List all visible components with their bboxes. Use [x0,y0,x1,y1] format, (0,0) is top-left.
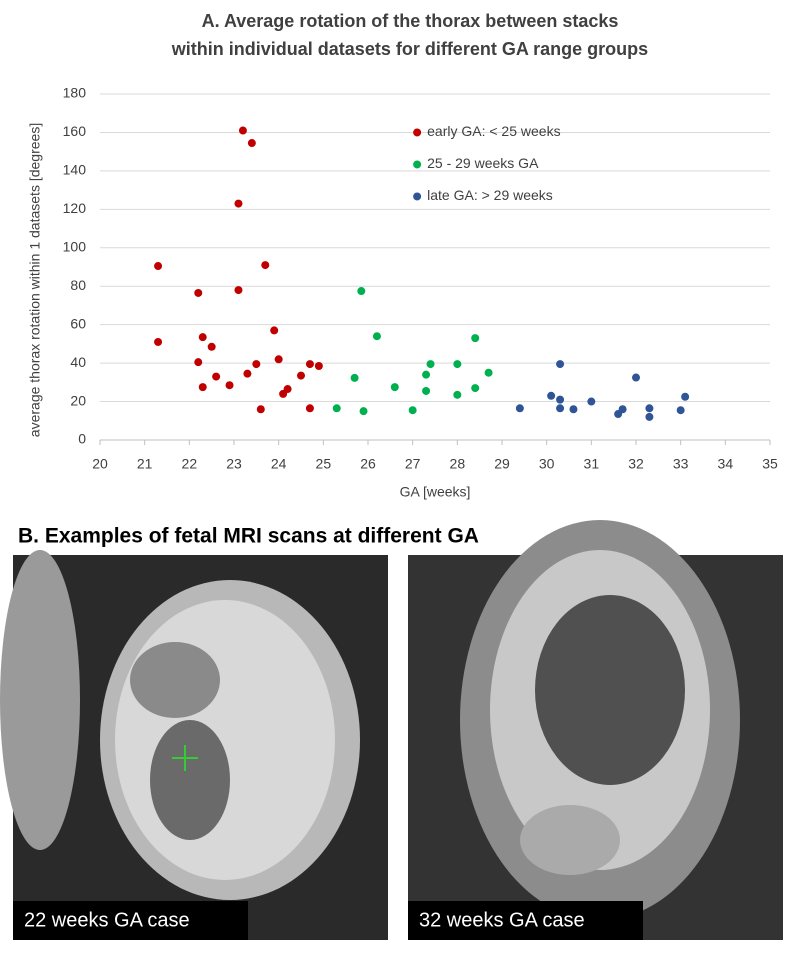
scatter-point [587,397,596,406]
scatter-point [305,360,314,369]
y-tick-label: 180 [63,85,87,101]
x-tick-label: 23 [226,456,242,472]
panel-title: B. Examples of fetal MRI scans at differ… [18,525,479,548]
scatter-point [279,389,288,398]
scatter-point [194,358,203,367]
scatter-point [207,342,216,351]
mri-image [0,550,388,940]
scatter-point [234,199,243,208]
scatter-point [453,390,462,399]
x-tick-label: 26 [360,456,376,472]
scatter-point [556,404,565,413]
x-tick-label: 30 [539,456,555,472]
scatter-point [194,288,203,297]
x-tick-label: 25 [316,456,332,472]
scatter-point [426,360,435,369]
scatter-point [359,407,368,416]
chart-title: A. Average rotation of the thorax betwee… [202,11,619,31]
scatter-point [154,337,163,346]
y-tick-label: 60 [70,315,86,331]
x-tick-label: 21 [137,456,153,472]
scatter-point [471,334,480,343]
y-tick-label: 140 [63,162,87,178]
scatter-point [390,383,399,392]
x-tick-label: 31 [584,456,600,472]
y-tick-label: 160 [63,123,87,139]
y-tick-label: 100 [63,238,87,254]
scatter-point [453,360,462,369]
scatter-point [645,404,654,413]
scatter-point [569,405,578,414]
y-tick-label: 120 [63,200,87,216]
scatter-point [314,361,323,370]
x-tick-label: 29 [494,456,510,472]
y-tick-label: 0 [78,431,86,447]
scatter-point [556,395,565,404]
image-caption: 32 weeks GA case [419,909,585,931]
scatter-point [357,287,366,296]
scatter-point [350,373,359,382]
scatter-point [256,405,265,414]
scatter-point [332,404,341,413]
scatter-point [422,386,431,395]
scatter-point [247,139,256,148]
y-tick-label: 40 [70,354,86,370]
scatter-point [297,371,305,380]
legend-marker [413,192,422,201]
scatter-point [198,333,207,342]
scatter-point [556,360,565,369]
y-tick-label: 20 [70,392,86,408]
x-axis-title: GA [weeks] [400,484,471,500]
scatter-point [243,369,252,378]
scatter-point [225,381,234,390]
scatter-point [632,373,640,382]
mri-image [408,520,783,940]
x-tick-label: 27 [405,456,421,472]
scatter-point [645,412,654,421]
scatter-point [270,326,279,335]
legend-label: 25 - 29 weeks GA [427,155,539,171]
scatter-point [198,383,207,392]
scatter-point [234,286,243,295]
x-tick-label: 20 [92,456,108,472]
y-tick-label: 80 [70,277,86,293]
y-axis-title: average thorax rotation within 1 dataset… [27,123,43,437]
x-tick-label: 35 [762,456,778,472]
x-tick-label: 33 [673,456,689,472]
scatter-point [154,262,163,271]
scatter-point [547,391,556,400]
scatter-point [676,406,685,415]
scatter-point [408,406,417,415]
scatter-point [681,392,690,401]
legend-label: late GA: > 29 weeks [427,187,553,203]
scatter-point [422,370,431,379]
scatter-point [305,404,314,413]
scatter-point [238,126,247,135]
scatter-point [484,368,493,377]
x-tick-label: 24 [271,456,287,472]
scatter-point [261,261,270,270]
x-tick-label: 32 [628,456,644,472]
x-tick-label: 28 [450,456,466,472]
chart-title: within individual datasets for different… [171,39,648,59]
image-caption: 22 weeks GA case [24,909,190,931]
scatter-point [515,404,524,413]
x-tick-label: 22 [182,456,198,472]
scatter-point [252,360,261,369]
scatter-point [212,372,221,381]
scatter-point [372,332,381,341]
legend-label: early GA: < 25 weeks [427,123,560,139]
scatter-point [471,384,480,393]
x-tick-label: 34 [718,456,734,472]
legend-marker [413,128,422,137]
legend-marker [413,160,422,169]
scatter-point [618,405,627,414]
scatter-point [274,355,283,364]
